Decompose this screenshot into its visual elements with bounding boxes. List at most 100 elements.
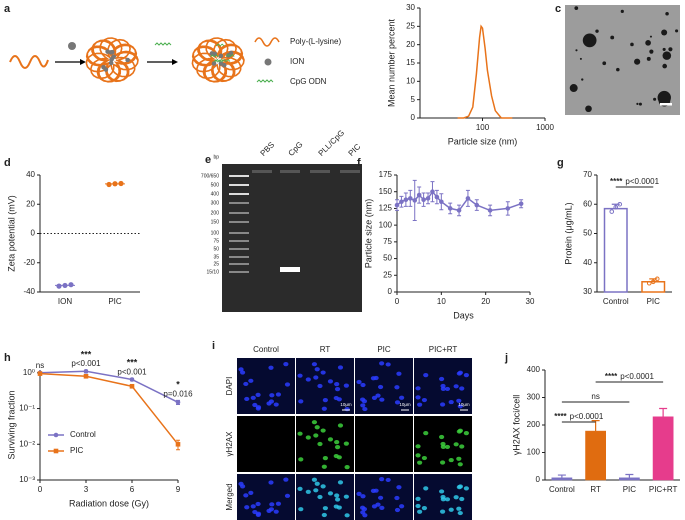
point bbox=[487, 208, 493, 213]
panel-label: h bbox=[4, 352, 11, 364]
particle bbox=[649, 35, 652, 38]
particle bbox=[602, 61, 607, 66]
particle bbox=[668, 47, 673, 52]
y-tick-label: 15 bbox=[406, 58, 415, 67]
nucleus bbox=[399, 395, 405, 400]
nucleus bbox=[423, 431, 429, 436]
x-axis-label: Radiation dose (Gy) bbox=[69, 498, 149, 508]
particle bbox=[675, 29, 679, 33]
x-tick-label: 0 bbox=[395, 297, 400, 306]
y-tick-label: 60 bbox=[583, 199, 592, 208]
ladder-band bbox=[229, 271, 249, 273]
nucleus bbox=[444, 386, 451, 392]
nucleus bbox=[379, 477, 385, 482]
point bbox=[56, 283, 62, 289]
point bbox=[68, 282, 74, 288]
well bbox=[310, 170, 330, 173]
scale-label: 10μm bbox=[399, 402, 411, 407]
lane-label: PIC bbox=[347, 142, 363, 158]
nucleus bbox=[375, 393, 381, 398]
point bbox=[403, 197, 409, 203]
y-tick-label: 25 bbox=[383, 270, 392, 279]
point bbox=[416, 192, 422, 198]
particle bbox=[575, 49, 578, 52]
point bbox=[654, 276, 660, 282]
y-tick-label: 300 bbox=[527, 393, 541, 402]
point bbox=[617, 201, 623, 207]
significance: ns bbox=[591, 392, 599, 401]
x-tick-label: 6 bbox=[130, 485, 135, 494]
panel-label: j bbox=[504, 352, 508, 364]
nucleus bbox=[334, 445, 341, 450]
annotation: ns bbox=[36, 361, 44, 370]
nucleus bbox=[322, 456, 328, 461]
panel-label: a bbox=[4, 3, 11, 15]
x-tick-label: ION bbox=[58, 297, 72, 306]
y-tick-label: 175 bbox=[379, 170, 393, 179]
nucleus bbox=[439, 402, 446, 407]
legend-cpg bbox=[256, 79, 274, 83]
ladder-band bbox=[229, 212, 249, 214]
ladder-label: bp bbox=[213, 154, 219, 160]
lane-label: PLL/CpG bbox=[317, 128, 347, 158]
particle bbox=[646, 56, 651, 61]
ladder-label: 700/650 bbox=[201, 173, 219, 179]
nucleus bbox=[394, 385, 400, 390]
y-tick-label: 200 bbox=[527, 420, 541, 429]
point bbox=[37, 371, 43, 376]
point bbox=[106, 181, 112, 188]
ion-particle bbox=[68, 42, 76, 50]
scale-label: 10μm bbox=[340, 402, 352, 407]
y-tick-label: 75 bbox=[383, 237, 392, 246]
nucleus bbox=[463, 486, 469, 491]
nucleus bbox=[321, 512, 327, 518]
point bbox=[175, 441, 181, 447]
nucleus bbox=[456, 456, 462, 461]
ladder-label: 150 bbox=[211, 219, 220, 225]
y-tick-label: 50 bbox=[383, 254, 392, 263]
nucleus bbox=[459, 444, 465, 449]
panel-label: i bbox=[212, 340, 215, 352]
y-axis-label: Zeta potential (mV) bbox=[6, 195, 16, 272]
nucleus bbox=[415, 453, 421, 458]
x-tick-label: PIC bbox=[108, 297, 122, 306]
nucleus bbox=[448, 399, 454, 405]
nucleus bbox=[317, 494, 323, 500]
nucleus bbox=[269, 393, 275, 398]
nucleus bbox=[394, 400, 401, 405]
ion-particle bbox=[101, 64, 106, 70]
particle bbox=[620, 9, 624, 14]
point bbox=[650, 279, 656, 285]
nucleus bbox=[298, 457, 304, 462]
nucleus bbox=[439, 376, 445, 382]
particle bbox=[665, 11, 669, 16]
point bbox=[505, 206, 511, 211]
arrow-head bbox=[172, 59, 178, 65]
nucleus bbox=[439, 489, 445, 494]
legend-label: Control bbox=[70, 430, 96, 439]
nucleus bbox=[244, 505, 250, 510]
nucleus bbox=[361, 399, 368, 404]
x-tick-label: 1000 bbox=[536, 123, 554, 132]
nucleus bbox=[399, 504, 405, 509]
nucleus bbox=[440, 386, 446, 391]
nucleus bbox=[337, 365, 344, 370]
ion-particle bbox=[218, 53, 224, 59]
ladder-label: 25 bbox=[213, 261, 219, 267]
ion-particle bbox=[109, 49, 115, 55]
ladder-band bbox=[229, 232, 249, 234]
nucleus bbox=[283, 361, 289, 367]
ladder-band bbox=[229, 193, 249, 195]
ladder-band bbox=[229, 184, 249, 186]
nucleus bbox=[314, 425, 320, 430]
nucleus bbox=[415, 503, 421, 509]
y-tick-label: 50 bbox=[583, 229, 592, 238]
row-header: Merged bbox=[225, 483, 234, 510]
nucleus bbox=[321, 406, 327, 411]
annotation: p<0.001 bbox=[71, 359, 101, 368]
particle bbox=[630, 42, 634, 47]
cpg bbox=[221, 59, 231, 63]
ladder-label: 300 bbox=[211, 200, 220, 206]
nucleus bbox=[456, 506, 462, 511]
